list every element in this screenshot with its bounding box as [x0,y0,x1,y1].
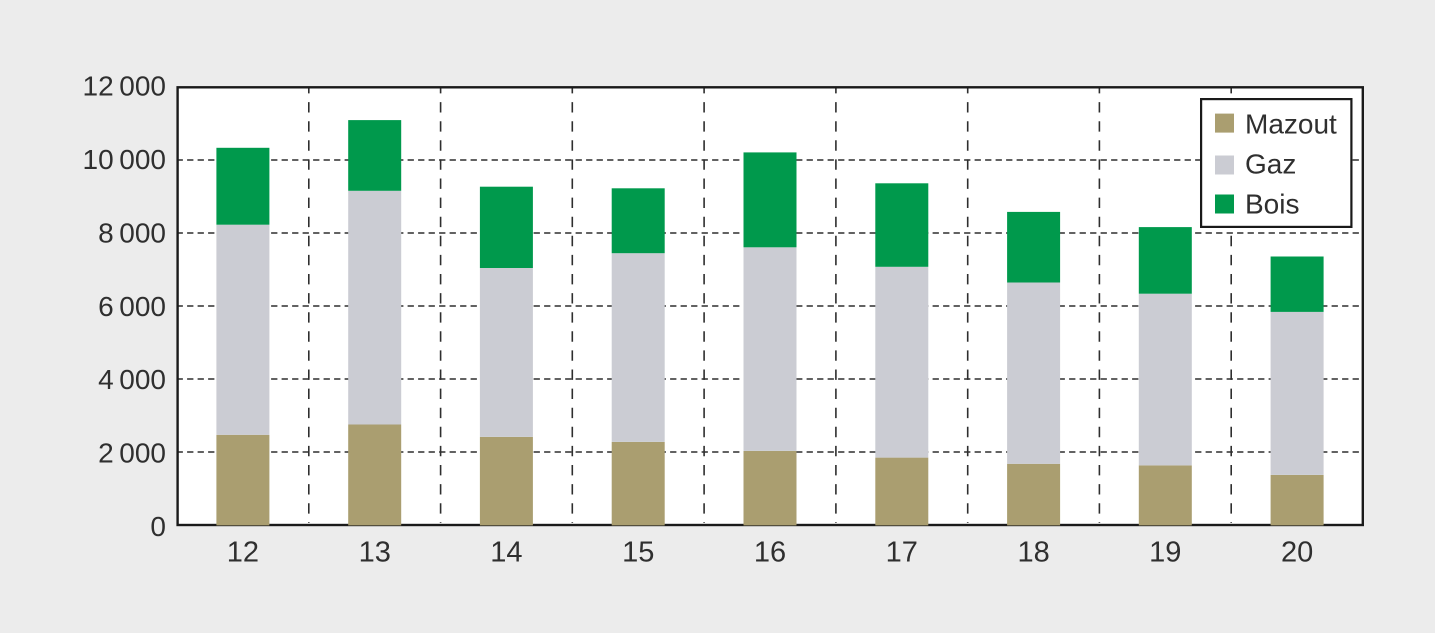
svg-text:18: 18 [1017,537,1049,569]
svg-text:15: 15 [622,537,654,569]
svg-text:10 000: 10 000 [83,144,166,175]
svg-text:13: 13 [359,537,391,569]
svg-text:19: 19 [1149,537,1181,569]
svg-text:2 000: 2 000 [98,438,166,469]
svg-text:17: 17 [886,537,918,569]
svg-text:12: 12 [227,537,259,569]
svg-text:14: 14 [490,537,522,569]
svg-text:8 000: 8 000 [98,217,166,248]
svg-text:16: 16 [754,537,786,569]
svg-text:12 000: 12 000 [83,71,166,102]
svg-text:20: 20 [1281,537,1313,569]
svg-text:4 000: 4 000 [98,364,166,395]
svg-text:Gaz: Gaz [1245,148,1296,179]
svg-text:6 000: 6 000 [98,291,166,322]
svg-text:0: 0 [150,511,166,542]
svg-text:Bois: Bois [1245,189,1299,220]
svg-text:Mazout: Mazout [1245,108,1337,139]
